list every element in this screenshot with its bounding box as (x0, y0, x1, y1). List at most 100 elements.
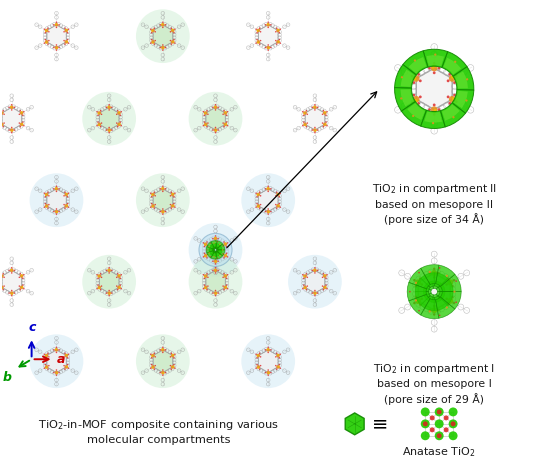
Circle shape (446, 283, 448, 286)
Polygon shape (153, 189, 173, 212)
Circle shape (288, 255, 342, 308)
Circle shape (47, 207, 49, 209)
Circle shape (223, 274, 227, 278)
Circle shape (439, 267, 441, 269)
Circle shape (276, 365, 280, 369)
Polygon shape (424, 287, 431, 296)
Polygon shape (47, 350, 67, 373)
Circle shape (54, 46, 58, 49)
Circle shape (64, 204, 68, 208)
Circle shape (255, 206, 257, 208)
Circle shape (206, 273, 208, 274)
Circle shape (207, 285, 208, 287)
Polygon shape (442, 52, 467, 76)
Circle shape (161, 349, 163, 350)
Circle shape (279, 354, 281, 355)
Circle shape (0, 277, 1, 279)
Circle shape (68, 42, 69, 44)
Circle shape (214, 106, 216, 108)
Circle shape (279, 367, 281, 369)
Circle shape (433, 267, 436, 270)
Circle shape (256, 29, 260, 32)
Circle shape (30, 173, 84, 227)
Circle shape (324, 123, 327, 125)
Circle shape (22, 277, 24, 279)
Circle shape (419, 277, 421, 280)
Circle shape (326, 288, 328, 289)
Circle shape (446, 307, 448, 308)
Circle shape (151, 194, 153, 196)
Circle shape (225, 123, 227, 125)
Circle shape (56, 208, 57, 210)
Circle shape (204, 275, 206, 277)
Circle shape (97, 121, 99, 123)
Circle shape (265, 47, 266, 48)
Circle shape (260, 204, 261, 206)
Circle shape (434, 432, 444, 440)
Circle shape (172, 29, 174, 31)
Circle shape (162, 27, 163, 28)
Circle shape (267, 49, 269, 51)
Circle shape (120, 274, 122, 275)
Circle shape (10, 269, 12, 271)
Circle shape (161, 187, 163, 189)
Circle shape (266, 187, 270, 191)
Polygon shape (418, 273, 450, 310)
Circle shape (162, 369, 163, 371)
Circle shape (108, 272, 110, 274)
Circle shape (67, 39, 68, 41)
Polygon shape (421, 273, 434, 288)
Circle shape (67, 357, 68, 358)
Circle shape (164, 372, 166, 373)
Circle shape (206, 110, 208, 111)
Circle shape (120, 125, 122, 126)
Polygon shape (409, 268, 430, 289)
Circle shape (226, 253, 228, 254)
Circle shape (256, 39, 258, 41)
Circle shape (304, 124, 306, 126)
Circle shape (412, 81, 415, 84)
Circle shape (226, 284, 228, 286)
Circle shape (11, 104, 13, 105)
Polygon shape (400, 69, 415, 87)
Circle shape (56, 347, 57, 348)
Circle shape (259, 369, 260, 370)
Circle shape (267, 352, 269, 353)
Circle shape (325, 284, 327, 286)
Circle shape (278, 366, 280, 368)
Circle shape (12, 130, 13, 131)
Circle shape (19, 276, 20, 278)
Polygon shape (416, 68, 452, 110)
Circle shape (48, 356, 49, 357)
Circle shape (19, 110, 21, 111)
Circle shape (414, 59, 416, 62)
Circle shape (241, 334, 295, 388)
Circle shape (171, 29, 174, 32)
Circle shape (136, 173, 190, 227)
Polygon shape (258, 189, 278, 212)
Circle shape (314, 104, 316, 105)
Circle shape (56, 185, 57, 187)
Circle shape (227, 256, 228, 258)
Circle shape (161, 46, 164, 49)
Circle shape (415, 298, 421, 304)
Circle shape (68, 206, 69, 208)
Circle shape (45, 355, 47, 356)
Polygon shape (212, 250, 215, 254)
Circle shape (421, 283, 423, 286)
Circle shape (275, 31, 277, 33)
Circle shape (97, 284, 99, 286)
Circle shape (450, 421, 455, 426)
Circle shape (226, 277, 228, 279)
Circle shape (21, 111, 23, 113)
Circle shape (306, 276, 308, 278)
Circle shape (63, 356, 65, 357)
Circle shape (45, 365, 48, 369)
Circle shape (270, 24, 272, 26)
Circle shape (118, 274, 120, 276)
Circle shape (449, 96, 455, 103)
Circle shape (267, 347, 269, 348)
Polygon shape (211, 251, 216, 256)
Circle shape (11, 272, 13, 274)
Circle shape (119, 286, 120, 288)
